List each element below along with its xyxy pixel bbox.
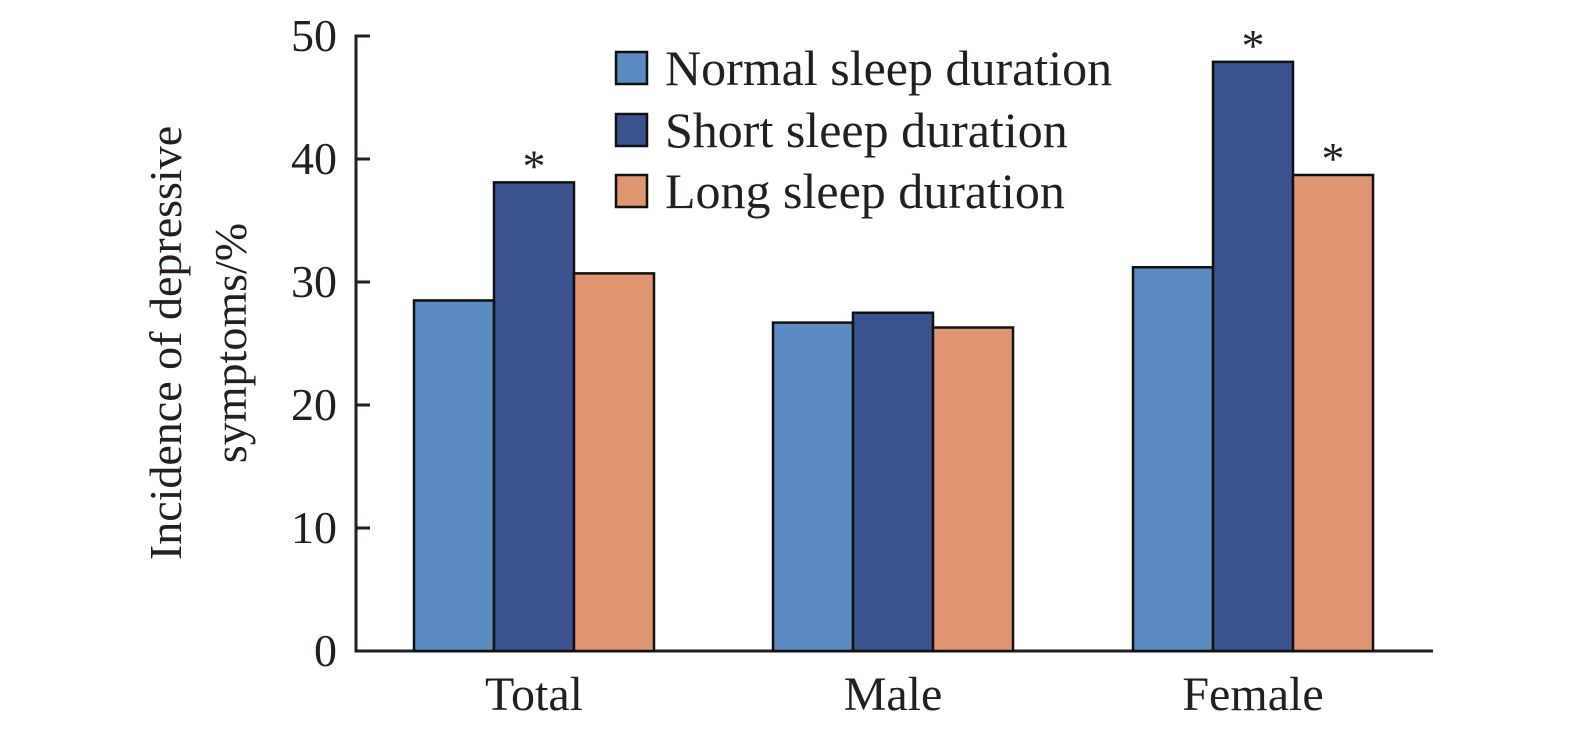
- y-axis-title-line-1: Incidence of depressive: [140, 126, 191, 560]
- y-tick-label: 0: [314, 625, 337, 676]
- significance-star: *: [1322, 133, 1345, 184]
- bar-total-3: [572, 272, 656, 653]
- legend-swatch: [614, 173, 649, 209]
- bar-female-2: [1211, 60, 1295, 653]
- bars: [412, 60, 1375, 653]
- bar-female-1: [1131, 265, 1215, 653]
- y-tick-label: 10: [291, 502, 337, 553]
- bar-total-2: [492, 181, 576, 653]
- bar-male-1: [771, 321, 855, 653]
- bar-female-3: [1291, 173, 1375, 653]
- bar-male-2: [851, 311, 935, 653]
- y-axis-label: Incidence of depressive symptoms/%: [140, 126, 256, 560]
- x-category-label: Total: [485, 668, 583, 721]
- x-axis: Total Male Female: [354, 649, 1433, 721]
- bar-total-1: [412, 299, 496, 653]
- y-axis-title: Incidence of depressive symptoms/%: [140, 126, 256, 560]
- legend-label: Short sleep duration: [665, 102, 1068, 158]
- y-axis-title-line-2: symptoms/%: [205, 223, 256, 463]
- x-category-label: Male: [844, 668, 943, 721]
- significance-markers: * * *: [523, 20, 1345, 192]
- y-axis: 0 10 20 30 40 50: [291, 10, 370, 676]
- y-tick-label: 40: [291, 133, 337, 184]
- y-tick-label: 20: [291, 379, 337, 430]
- legend-label: Long sleep duration: [665, 163, 1065, 219]
- y-tick-label: 30: [291, 256, 337, 307]
- bar-male-3: [931, 326, 1015, 653]
- legend: Normal sleep duration Short sleep duratio…: [614, 40, 1112, 219]
- x-category-label: Female: [1182, 668, 1323, 721]
- legend-label: Normal sleep duration: [665, 40, 1112, 96]
- significance-star: *: [1242, 20, 1265, 71]
- y-tick-label: 50: [291, 10, 337, 61]
- significance-star: *: [523, 140, 546, 191]
- legend-swatch: [614, 112, 649, 148]
- legend-swatch: [614, 50, 649, 86]
